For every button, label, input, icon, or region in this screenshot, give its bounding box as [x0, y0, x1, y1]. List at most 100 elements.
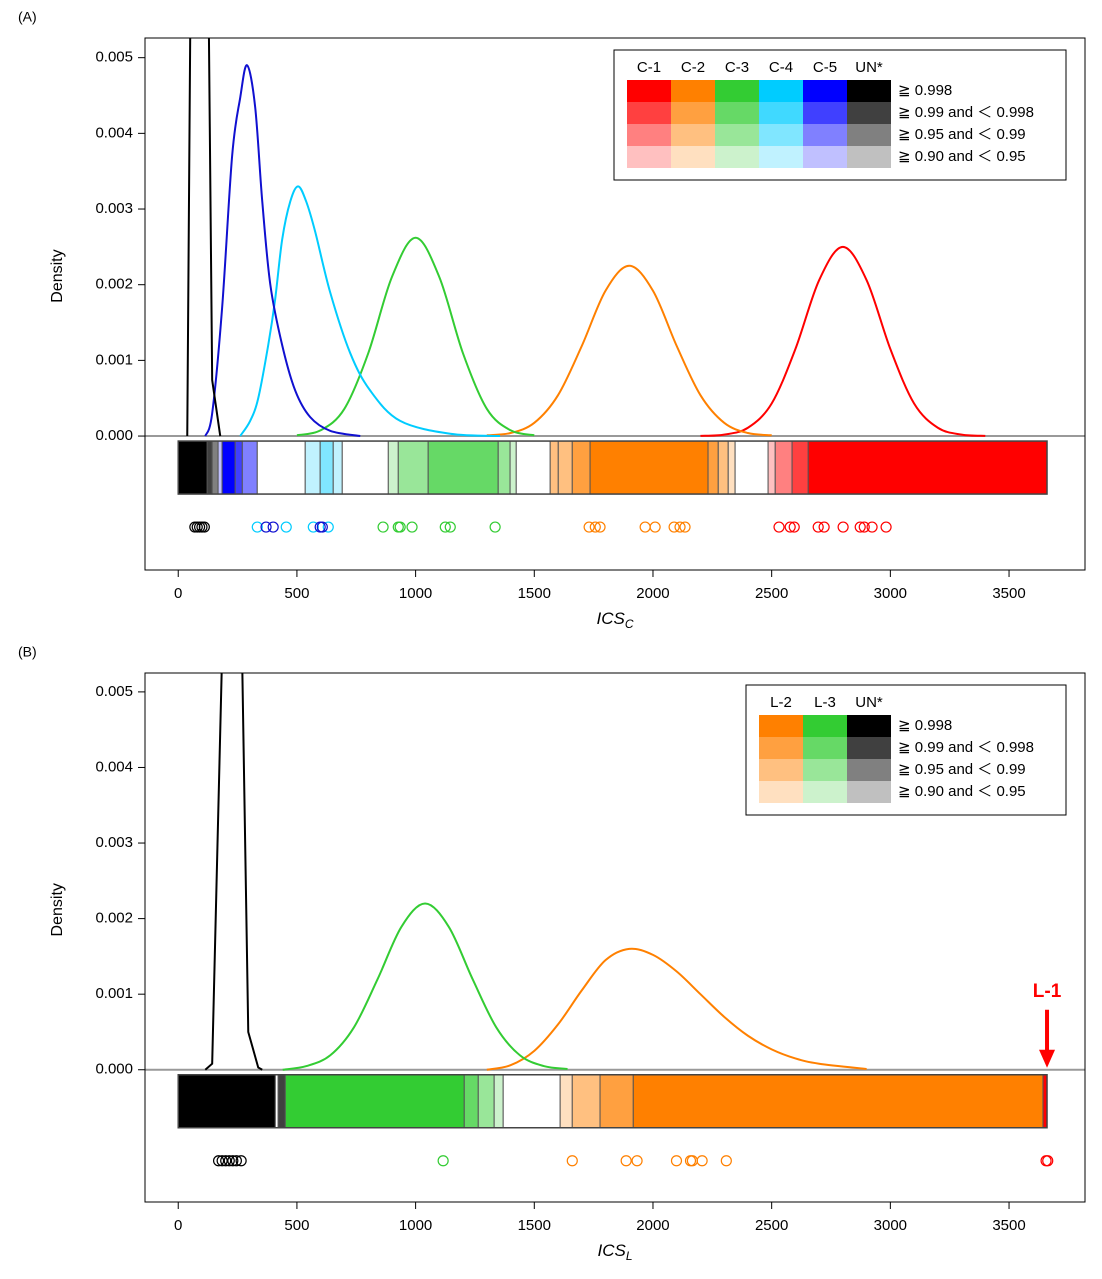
legend: L-2 L-3 UN* ≧ 0.998 ≧ 0.99 and ＜ 0.998 ≧ 0.95…: [745, 684, 1067, 816]
sample-point: [437, 1155, 449, 1167]
legend-swatch: [803, 124, 847, 146]
band: [599, 1074, 634, 1129]
y-tick-label: 0.003: [95, 834, 133, 851]
sample-point: [837, 521, 849, 533]
sample-point: [639, 521, 651, 533]
x-tick-label: 3500: [992, 1217, 1025, 1234]
annotation-label: L-1: [1033, 981, 1062, 1002]
band: [241, 440, 258, 495]
legend-swatch: [671, 146, 715, 168]
band: [791, 440, 809, 495]
x-axis-label: ICSL: [597, 1241, 632, 1263]
panel: (A) 0.000 0.001 0.002 0.003 0.004 0.005 0 500 100…: [18, 9, 1086, 631]
legend-swatch: [759, 737, 803, 759]
annotation-arrowhead: [1039, 1049, 1056, 1068]
x-tick-label: 3000: [874, 1217, 907, 1234]
legend-label: L-2: [770, 694, 792, 711]
band: [497, 440, 511, 495]
y-tick-label: 0.004: [95, 124, 133, 141]
sample-point: [670, 1155, 683, 1167]
sample-point: [322, 521, 334, 533]
band: [515, 440, 551, 495]
legend-label: C-1: [637, 59, 661, 76]
y-tick-label: 0.004: [95, 758, 133, 775]
legend-swatch: [847, 781, 891, 803]
x-axis-label: ICSC: [596, 609, 633, 631]
band: [717, 440, 729, 495]
y-axis-label: Density: [49, 249, 66, 302]
legend-swatch: [759, 80, 803, 102]
band: [463, 1074, 479, 1129]
band: [571, 440, 591, 495]
sample-point: [880, 521, 892, 533]
sample-point: [858, 521, 870, 533]
band: [304, 440, 321, 495]
legend-swatch: [671, 80, 715, 102]
legend-label: UN*: [855, 694, 883, 711]
sample-point: [251, 521, 263, 533]
sample-point: [444, 521, 456, 533]
sample-point: [679, 521, 691, 533]
sample-point: [674, 521, 686, 533]
legend-swatch: [715, 80, 759, 102]
legend-swatch: [759, 781, 803, 803]
band: [559, 1074, 573, 1129]
density-curve: [486, 264, 772, 437]
band: [727, 440, 736, 495]
y-tick-label: 0.005: [95, 49, 133, 66]
band-strip-outline: [177, 1074, 1048, 1129]
sample-point: [589, 521, 601, 533]
legend-row-label: ≧ 0.90 and ＜ 0.95: [898, 148, 1026, 165]
legend-swatch: [759, 715, 803, 737]
density-curve: [486, 947, 867, 1071]
band: [734, 440, 769, 495]
band: [284, 1074, 465, 1129]
legend-swatch: [759, 102, 803, 124]
sample-point: [773, 521, 785, 533]
legend-swatch: [627, 102, 671, 124]
x-axis-label-sub: C: [625, 617, 634, 631]
y-tick-label: 0.000: [95, 1061, 133, 1078]
sample-point: [235, 1155, 247, 1167]
band: [549, 440, 559, 495]
legend-swatch: [803, 715, 847, 737]
y-tick-label: 0.002: [95, 910, 133, 927]
panel: (B) 0.000 0.001 0.002 0.003 0.004 0.005 0 500 100…: [18, 644, 1086, 1263]
band: [256, 440, 306, 495]
plot-frame: [144, 37, 1086, 571]
legend-row-label: ≧ 0.998: [898, 717, 952, 734]
sample-point: [566, 1155, 578, 1167]
y-tick-label: 0.000: [95, 427, 133, 444]
legend-swatch: [847, 146, 891, 168]
band: [571, 1074, 601, 1129]
x-tick-label: 1500: [518, 585, 551, 602]
sample-point: [316, 521, 328, 533]
sample-point: [377, 521, 389, 533]
band: [177, 1074, 276, 1129]
band: [557, 440, 573, 495]
legend-label: C-2: [681, 59, 705, 76]
y-tick-label: 0.003: [95, 200, 133, 217]
legend-swatch: [803, 102, 847, 124]
band: [493, 1074, 504, 1129]
legend-swatch: [847, 715, 891, 737]
band: [502, 1074, 561, 1129]
band: [477, 1074, 495, 1129]
legend-row-label: ≧ 0.998: [898, 82, 952, 99]
sample-point: [280, 521, 292, 533]
x-tick-label: 2000: [636, 585, 669, 602]
density-curve: [186, 38, 222, 437]
band: [397, 440, 429, 495]
sample-point: [216, 1155, 228, 1167]
sample-point: [406, 521, 418, 533]
legend-swatch: [759, 146, 803, 168]
band: [217, 440, 223, 495]
sample-point: [220, 1155, 232, 1167]
band: [774, 440, 793, 495]
band-strip-outline: [177, 440, 1048, 495]
legend-swatch: [803, 759, 847, 781]
density-curve: [204, 673, 263, 1071]
sample-point: [668, 521, 680, 533]
sample-point: [788, 521, 800, 533]
legend-row-label: ≧ 0.95 and ＜ 0.99: [898, 126, 1026, 143]
